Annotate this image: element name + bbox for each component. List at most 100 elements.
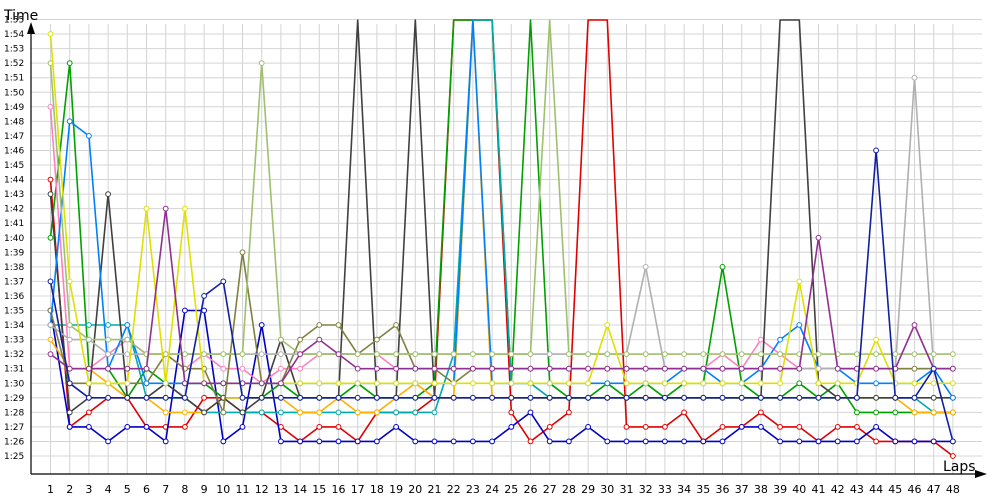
data-point	[431, 409, 438, 416]
data-point	[354, 394, 361, 401]
data-point	[47, 278, 54, 285]
data-point	[86, 394, 92, 401]
data-point	[143, 365, 150, 372]
data-point	[316, 438, 323, 445]
data-point	[124, 424, 131, 430]
data-point	[623, 380, 630, 387]
y-tick-label: 1:51	[4, 74, 24, 84]
data-point	[182, 424, 188, 430]
data-point	[201, 293, 208, 299]
data-point	[738, 380, 745, 387]
data-point	[335, 394, 342, 401]
x-tick-label: 32	[639, 483, 653, 496]
data-point	[297, 365, 304, 372]
data-point	[834, 424, 841, 430]
data-point	[719, 424, 726, 430]
data-point	[681, 351, 687, 358]
x-tick-label: 47	[927, 483, 941, 496]
data-point	[854, 394, 860, 401]
y-tick-label: 1:32	[4, 350, 24, 360]
data-point	[47, 322, 54, 328]
data-point	[354, 365, 361, 372]
data-point	[777, 380, 783, 387]
y-axis-arrow	[27, 22, 35, 34]
data-point	[950, 409, 956, 416]
data-point	[892, 409, 899, 416]
x-tick-label: 6	[143, 483, 150, 496]
data-point	[950, 351, 956, 358]
data-point	[393, 394, 400, 401]
x-tick-label: 48	[946, 483, 960, 496]
data-point	[47, 336, 54, 343]
data-point	[105, 380, 111, 387]
data-point	[719, 264, 726, 270]
y-axis-title: Time	[3, 8, 38, 24]
data-point	[604, 380, 611, 387]
data-point	[758, 351, 764, 358]
data-point	[124, 351, 131, 358]
y-tick-label: 1:39	[4, 248, 24, 258]
data-point	[374, 409, 380, 416]
y-tick-label: 1:35	[4, 307, 24, 317]
data-point	[143, 424, 150, 430]
data-point	[834, 365, 841, 372]
data-point	[527, 438, 534, 445]
data-point	[182, 409, 188, 416]
x-tick-label: 3	[85, 483, 92, 496]
data-point	[105, 438, 111, 445]
data-point	[162, 380, 169, 387]
data-point	[66, 336, 73, 343]
data-point	[162, 205, 169, 212]
y-tick-label: 1:40	[4, 234, 24, 244]
data-point	[354, 351, 361, 358]
data-point	[278, 336, 284, 343]
data-point	[950, 394, 956, 401]
data-point	[796, 365, 803, 372]
data-point	[450, 380, 457, 387]
x-tick-label: 41	[812, 483, 826, 496]
data-point	[470, 380, 476, 387]
data-point	[508, 394, 515, 401]
data-point	[278, 351, 284, 358]
data-point	[546, 365, 553, 372]
x-tick-label: 22	[447, 483, 461, 496]
data-point	[412, 380, 419, 387]
data-point	[566, 394, 572, 401]
x-tick-label: 42	[831, 483, 845, 496]
data-point	[105, 191, 111, 198]
data-point	[796, 394, 803, 401]
x-tick-label: 10	[216, 483, 230, 496]
x-tick-label: 25	[504, 483, 518, 496]
data-point	[258, 394, 265, 401]
x-tick-label: 27	[543, 483, 557, 496]
data-point	[431, 365, 438, 372]
data-point	[815, 438, 822, 445]
data-point	[738, 424, 745, 430]
data-point	[374, 365, 380, 372]
data-point	[393, 322, 400, 328]
data-point	[374, 394, 380, 401]
data-point	[950, 453, 956, 459]
x-tick-label: 38	[754, 483, 768, 496]
data-point	[700, 394, 707, 401]
y-tick-label: 1:47	[4, 132, 24, 142]
data-point	[950, 380, 956, 387]
data-point	[623, 424, 630, 430]
data-point	[911, 438, 918, 445]
data-point	[911, 394, 918, 401]
data-point	[239, 409, 246, 416]
data-point	[854, 424, 860, 430]
y-tick-label: 1:34	[4, 321, 24, 331]
data-point	[604, 438, 611, 445]
data-point	[258, 322, 265, 328]
data-point	[585, 380, 591, 387]
data-point	[66, 60, 73, 66]
y-tick-label: 1:28	[4, 408, 24, 418]
data-point	[105, 322, 111, 328]
data-point	[143, 205, 150, 212]
data-point	[278, 409, 284, 416]
data-point	[758, 394, 764, 401]
x-tick-label: 20	[408, 483, 422, 496]
data-point	[950, 438, 956, 445]
data-point	[162, 438, 169, 445]
